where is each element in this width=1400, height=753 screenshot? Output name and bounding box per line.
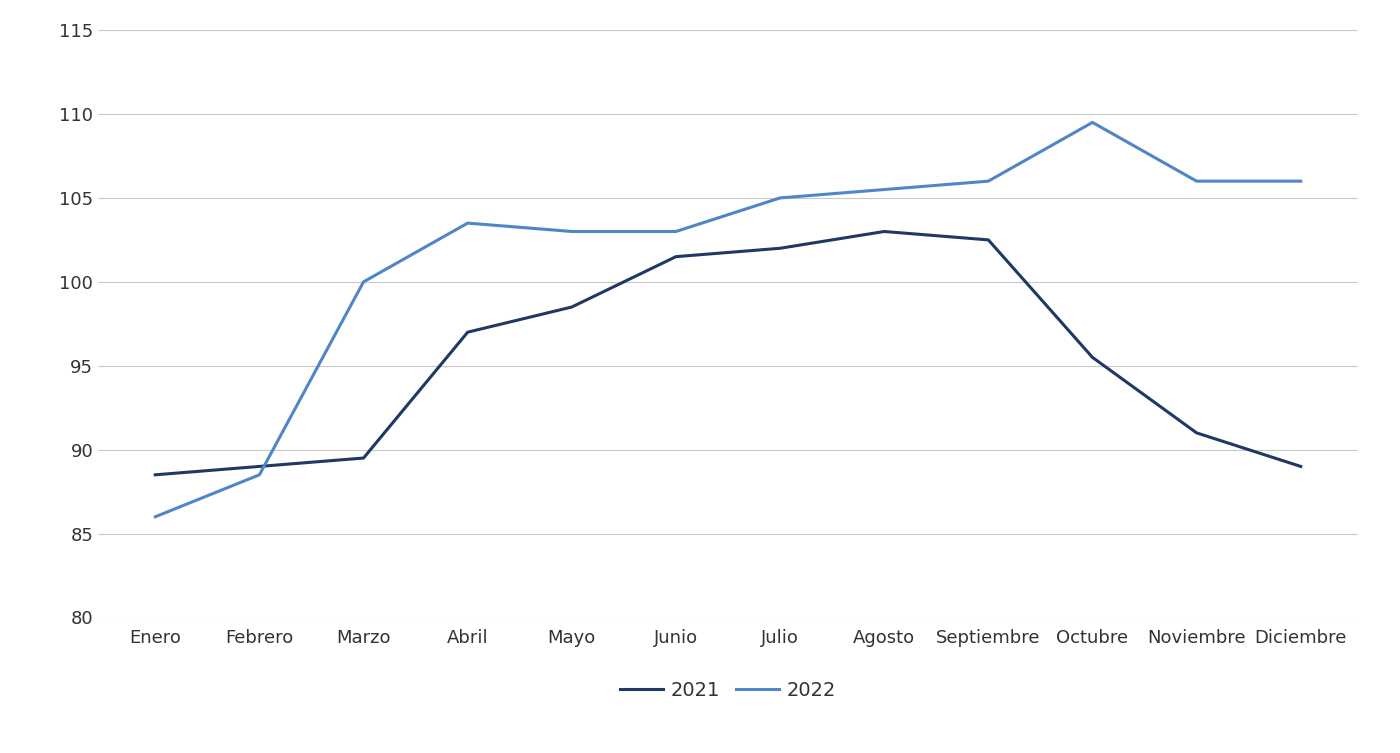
2021 bbox=[771, 244, 788, 253]
2022 bbox=[1084, 118, 1100, 127]
2021 bbox=[251, 462, 267, 471]
2021 bbox=[356, 453, 372, 462]
2021 bbox=[147, 471, 164, 480]
2021 bbox=[1189, 428, 1205, 437]
2022 bbox=[1292, 177, 1309, 186]
2021 bbox=[668, 252, 685, 261]
Legend: 2021, 2022: 2021, 2022 bbox=[613, 673, 843, 708]
2022 bbox=[771, 194, 788, 203]
2022 bbox=[459, 218, 476, 227]
Line: 2022: 2022 bbox=[155, 123, 1301, 517]
Line: 2021: 2021 bbox=[155, 231, 1301, 475]
2022 bbox=[251, 471, 267, 480]
2021 bbox=[459, 328, 476, 337]
2021 bbox=[980, 236, 997, 245]
2022 bbox=[147, 512, 164, 521]
2021 bbox=[563, 303, 580, 312]
2022 bbox=[356, 277, 372, 286]
2022 bbox=[980, 177, 997, 186]
2022 bbox=[876, 185, 893, 194]
2021 bbox=[876, 227, 893, 236]
2022 bbox=[563, 227, 580, 236]
2022 bbox=[668, 227, 685, 236]
2021 bbox=[1292, 462, 1309, 471]
2022 bbox=[1189, 177, 1205, 186]
2021 bbox=[1084, 353, 1100, 362]
